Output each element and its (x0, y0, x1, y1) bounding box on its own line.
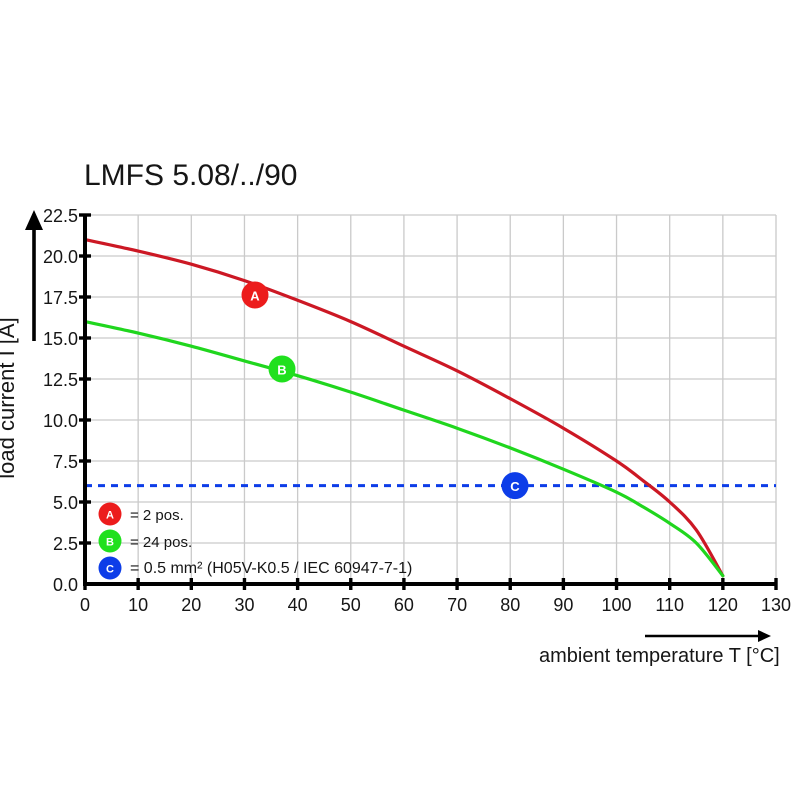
svg-text:17.5: 17.5 (43, 288, 78, 308)
svg-text:B: B (106, 537, 114, 549)
svg-text:30: 30 (234, 595, 254, 615)
svg-text:A: A (250, 289, 260, 304)
svg-text:110: 110 (655, 595, 684, 615)
svg-text:0.0: 0.0 (53, 575, 78, 595)
svg-text:10: 10 (128, 595, 148, 615)
svg-text:10.0: 10.0 (43, 411, 78, 431)
svg-text:22.5: 22.5 (43, 206, 78, 226)
svg-text:130: 130 (761, 595, 791, 615)
svg-text:40: 40 (288, 595, 308, 615)
svg-text:70: 70 (447, 595, 467, 615)
svg-text:C: C (510, 479, 520, 494)
svg-text:ambient temperature T [°C]: ambient temperature T [°C] (539, 645, 780, 667)
svg-text:= 0.5 mm² (H05V-K0.5 / IEC 609: = 0.5 mm² (H05V-K0.5 / IEC 60947-7-1) (130, 560, 412, 577)
svg-text:12.5: 12.5 (43, 370, 78, 390)
svg-text:100: 100 (602, 595, 632, 615)
svg-text:C: C (106, 564, 114, 576)
svg-text:80: 80 (500, 595, 520, 615)
svg-text:B: B (277, 363, 286, 378)
svg-text:= 24 pos.: = 24 pos. (130, 534, 192, 551)
svg-text:20: 20 (181, 595, 201, 615)
svg-text:60: 60 (394, 595, 414, 615)
svg-text:120: 120 (708, 595, 738, 615)
svg-text:2.5: 2.5 (53, 534, 78, 554)
svg-text:A: A (106, 510, 114, 522)
svg-text:0: 0 (80, 595, 90, 615)
svg-text:5.0: 5.0 (53, 493, 78, 513)
svg-text:LMFS 5.08/../90: LMFS 5.08/../90 (84, 159, 297, 192)
svg-text:50: 50 (341, 595, 361, 615)
svg-text:load current I [A]: load current I [A] (0, 317, 19, 478)
svg-text:90: 90 (553, 595, 573, 615)
svg-text:15.0: 15.0 (43, 329, 78, 349)
svg-text:7.5: 7.5 (53, 452, 78, 472)
svg-text:= 2 pos.: = 2 pos. (130, 507, 184, 524)
svg-text:20.0: 20.0 (43, 247, 78, 267)
